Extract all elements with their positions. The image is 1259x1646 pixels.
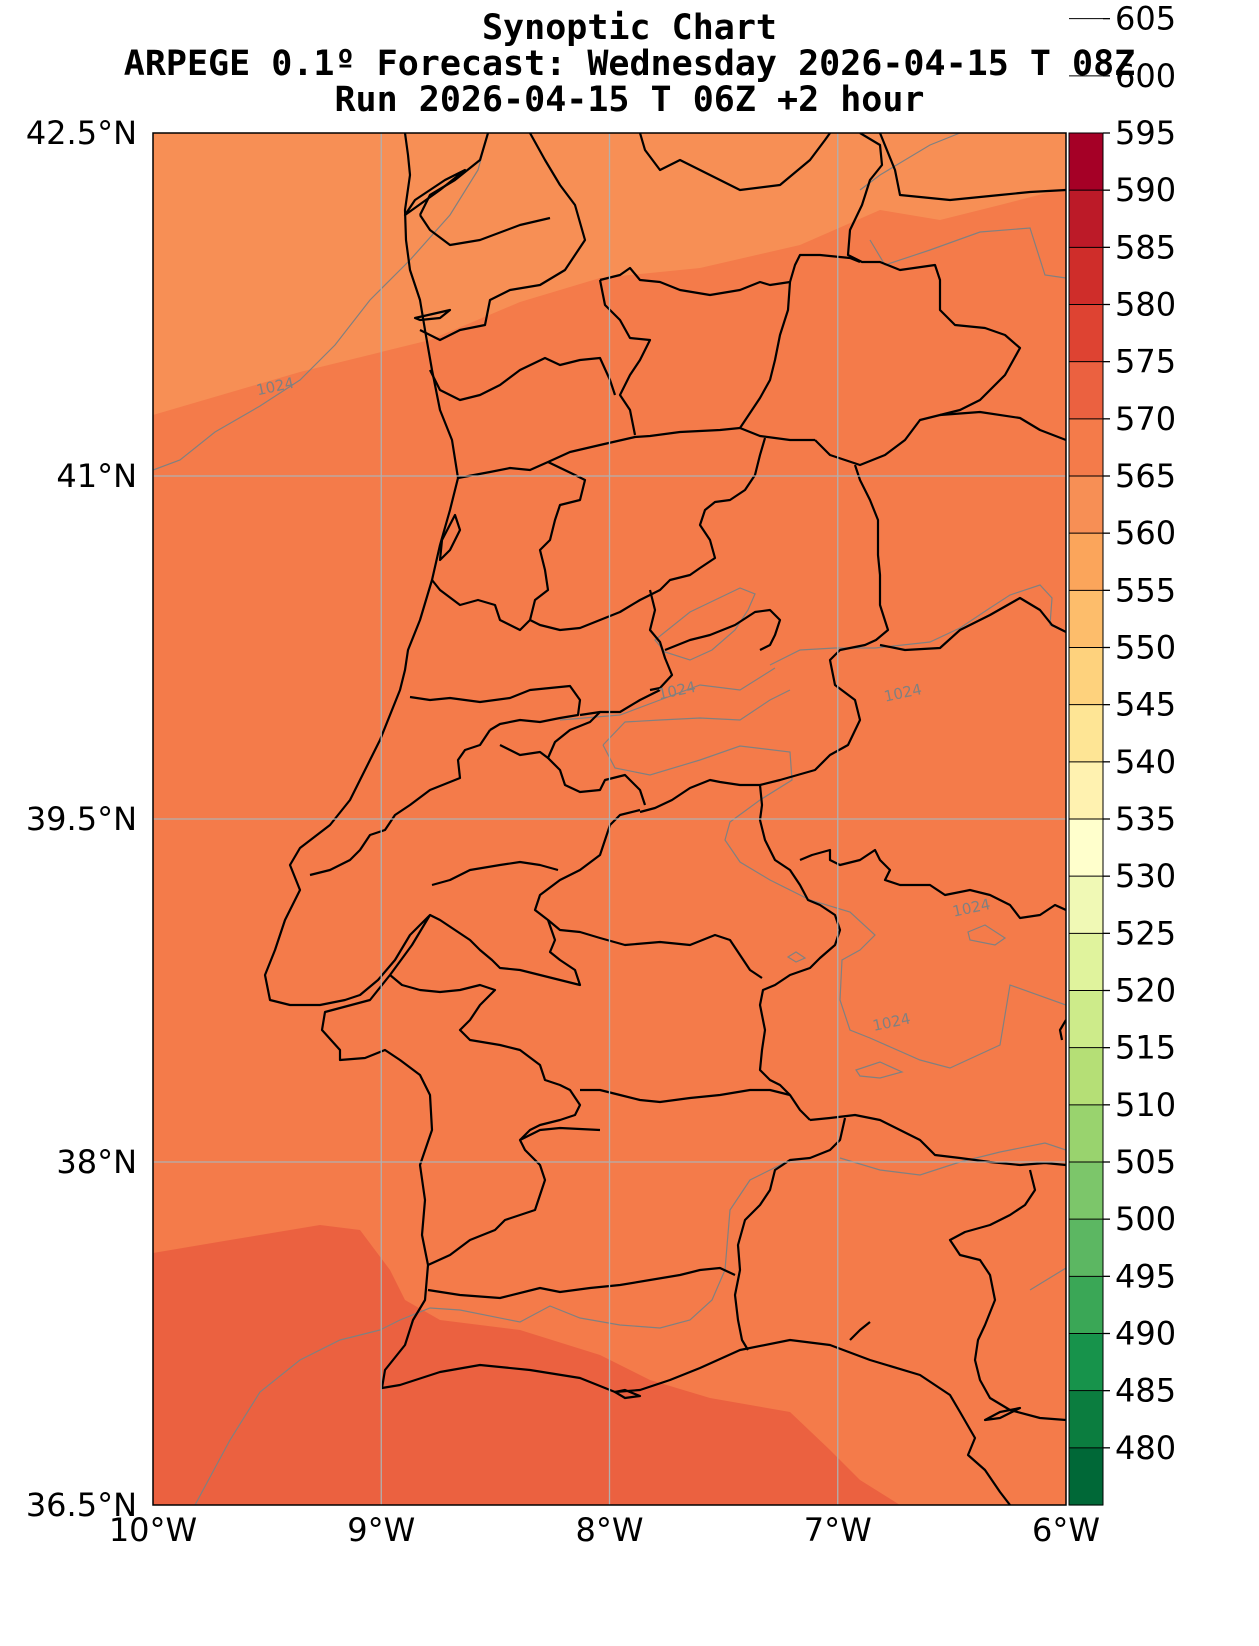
colorbar-label: 575 — [1115, 343, 1176, 381]
lon-tick-label: 8°W — [576, 1511, 644, 1549]
colorbar-label: 495 — [1115, 1257, 1176, 1295]
lat-tick-label: 41°N — [56, 457, 137, 495]
field-580-585 — [153, 1225, 900, 1505]
colorbar-segment — [1069, 1447, 1103, 1506]
colorbar-frame — [1068, 132, 1104, 1506]
colorbar-segment — [1069, 304, 1103, 363]
colorbar-segment — [1069, 1104, 1103, 1163]
admin-boundaries — [263, 133, 1066, 1505]
colorbar-segment — [1069, 1047, 1103, 1106]
colorbar-label: 550 — [1115, 629, 1176, 667]
colorbar-label: 515 — [1115, 1029, 1176, 1067]
colorbar-segment — [1069, 361, 1103, 420]
colorbar-segment — [1069, 761, 1103, 820]
lat-tick-label: 39.5°N — [26, 800, 137, 838]
colorbar-segment — [1069, 590, 1103, 649]
colorbar-label: 560 — [1115, 514, 1176, 552]
colorbar-segment — [1069, 533, 1103, 591]
lat-tick-label: 42.5°N — [26, 114, 137, 152]
colorbar-label: 585 — [1115, 228, 1176, 266]
colorbar-segment — [1069, 1276, 1103, 1335]
map-frame — [152, 132, 1067, 1506]
colorbar-label: 510 — [1115, 1086, 1176, 1124]
colorbar-segment — [1069, 1333, 1103, 1392]
colorbar-segment — [1069, 247, 1103, 306]
colorbar-segment — [1069, 933, 1103, 992]
colorbar-label: 485 — [1115, 1372, 1176, 1410]
chart-title: Synoptic Chart ARPEGE 0.1º Forecast: Wed… — [0, 10, 1259, 118]
lon-ticks: 10°W 9°W 8°W 7°W 6°W — [109, 1511, 1100, 1549]
lat-tick-label: 36.5°N — [26, 1486, 137, 1524]
colorbar-segment — [1069, 418, 1103, 477]
title-line-3: Run 2026-04-15 T 06Z +2 hour — [334, 80, 925, 120]
colorbar-label: 480 — [1115, 1429, 1176, 1467]
colorbar-label: 590 — [1115, 171, 1176, 209]
colorbar-segment — [1069, 819, 1103, 877]
colorbar-segment — [1069, 1162, 1103, 1220]
lon-tick-label: 9°W — [347, 1511, 415, 1549]
colorbar-label: 490 — [1115, 1315, 1176, 1353]
gridlines — [153, 133, 1066, 1505]
lat-tick-label: 38°N — [56, 1143, 137, 1181]
colorbar-label: 595 — [1115, 114, 1176, 152]
colorbar: 480 485 490 495 500 505 510 515 520 525 530 535 540 5… — [1068, 0, 1176, 1506]
colorbar-segment — [1069, 647, 1103, 706]
colorbar-label: 535 — [1115, 800, 1176, 838]
colorbar-segment — [1069, 190, 1103, 248]
lon-tick-label: 6°W — [1032, 1511, 1100, 1549]
lon-tick-label: 7°W — [804, 1511, 872, 1549]
colorbar-label: 580 — [1115, 286, 1176, 324]
colorbar-segment — [1069, 476, 1103, 534]
colorbar-segment — [1069, 990, 1103, 1049]
colorbar-label: 570 — [1115, 400, 1176, 438]
lat-ticks: 42.5°N 41°N 39.5°N 38°N 36.5°N — [26, 114, 137, 1524]
colorbar-label: 555 — [1115, 571, 1176, 609]
colorbar-label: 605 — [1115, 0, 1176, 38]
lon-tick-label: 10°W — [109, 1511, 197, 1549]
colorbar-label: 500 — [1115, 1200, 1176, 1238]
title-line-1: Synoptic Chart — [481, 8, 777, 48]
colorbar-label: 540 — [1115, 743, 1176, 781]
colorbar-segment — [1069, 1390, 1103, 1449]
colorbar-label: 545 — [1115, 686, 1176, 724]
colorbar-segment — [1069, 876, 1103, 934]
colorbar-segment — [1069, 133, 1103, 191]
colorbar-label: 530 — [1115, 857, 1176, 895]
colorbar-segment — [1069, 704, 1103, 763]
colorbar-label: 565 — [1115, 457, 1176, 495]
colorbar-segment — [1069, 1219, 1103, 1277]
colorbar-label: 600 — [1115, 57, 1176, 95]
colorbar-label: 520 — [1115, 972, 1176, 1010]
colorbar-label: 525 — [1115, 914, 1176, 952]
colorbar-label: 505 — [1115, 1143, 1176, 1181]
